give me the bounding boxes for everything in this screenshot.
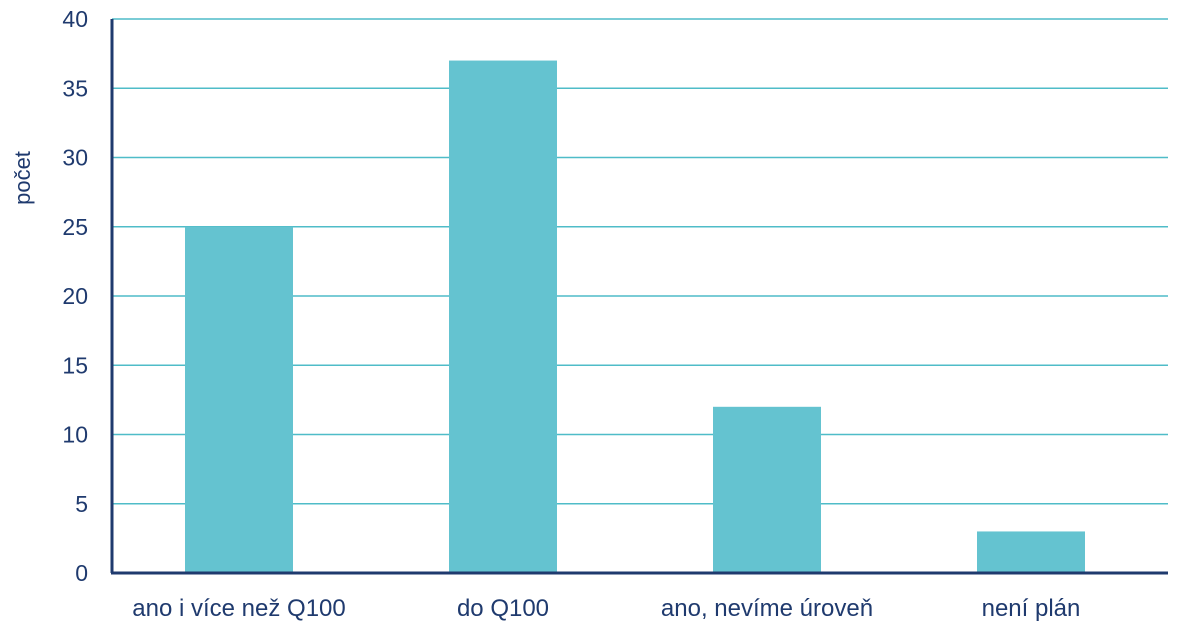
bar bbox=[713, 406, 821, 573]
y-tick-label: 40 bbox=[62, 6, 88, 32]
x-category-label: ano i více než Q100 bbox=[132, 595, 345, 622]
bar bbox=[185, 226, 293, 573]
y-tick-label: 0 bbox=[75, 560, 88, 586]
axes bbox=[110, 19, 1168, 575]
y-axis-title: počet bbox=[10, 151, 35, 205]
bars bbox=[185, 60, 1085, 574]
y-tick-label: 30 bbox=[62, 145, 88, 171]
y-tick-label: 20 bbox=[62, 283, 88, 309]
y-tick-label: 25 bbox=[62, 214, 88, 240]
x-category-label: do Q100 bbox=[457, 595, 549, 622]
x-category-labels: ano i více než Q100 do Q100 ano, nevíme úr… bbox=[132, 595, 1080, 622]
x-category-label: není plán bbox=[982, 595, 1081, 622]
y-tick-label: 15 bbox=[62, 352, 88, 378]
bar bbox=[977, 531, 1085, 573]
x-category-label: ano, nevíme úroveň bbox=[661, 595, 873, 622]
y-tick-labels: 0 5 10 15 20 25 30 35 40 bbox=[62, 6, 88, 586]
bar bbox=[449, 60, 557, 574]
y-tick-label: 10 bbox=[62, 422, 88, 448]
y-tick-label: 35 bbox=[62, 75, 88, 101]
y-tick-label: 5 bbox=[75, 491, 88, 517]
